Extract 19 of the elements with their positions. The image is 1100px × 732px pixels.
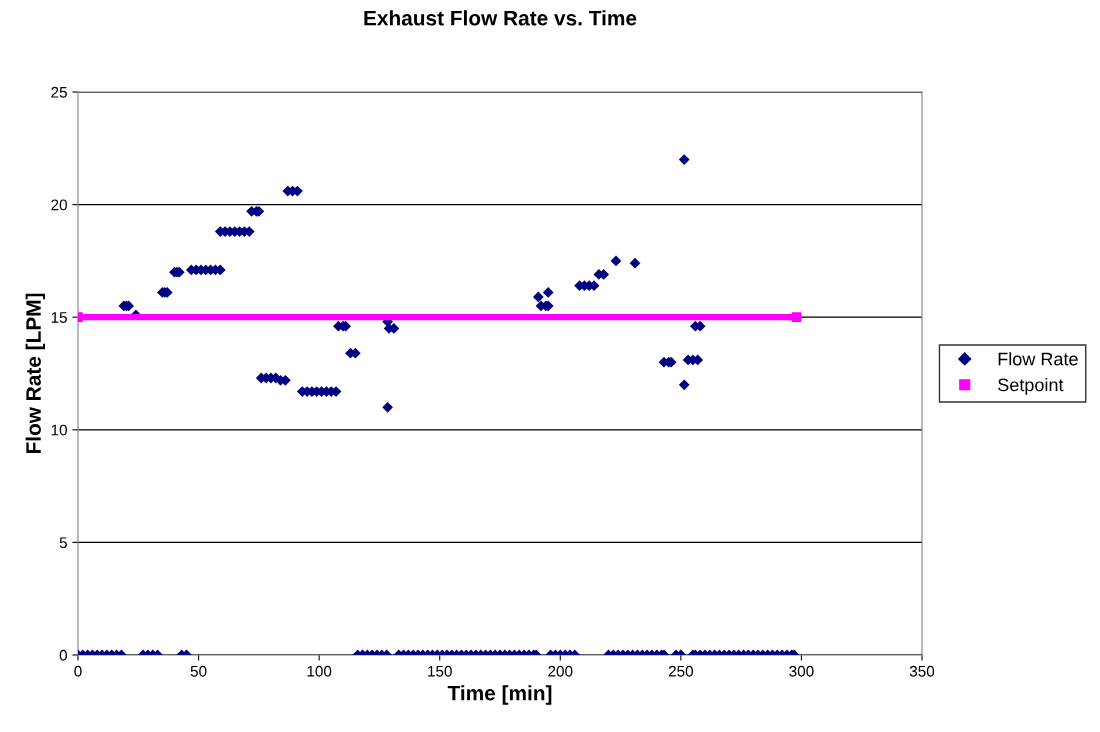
x-tick-label: 300 [789,665,814,677]
y-tick-label: 15 [51,312,67,323]
x-tick-label: 50 [190,665,207,677]
legend-label: Flow Rate [998,352,1078,366]
y-tick-label: 0 [59,649,67,661]
x-tick-label: 0 [74,665,82,677]
x-tick-label: 150 [428,665,452,677]
chart-title: Exhaust Flow Rate vs. Time [364,10,637,26]
x-tick-label: 100 [307,665,332,677]
y-axis-title: Flow Rate [LPM] [25,293,46,454]
y-tick-label: 5 [59,537,67,549]
x-tick-label: 250 [668,665,694,677]
y-tick-label: 25 [51,86,67,98]
legend-label: Setpoint [998,378,1064,395]
x-tick-label: 200 [548,665,573,677]
x-tick-label: 350 [909,665,935,677]
y-tick-label: 10 [51,424,67,436]
y-tick-label: 20 [51,199,67,211]
x-axis-title: Time [min] [447,685,552,705]
